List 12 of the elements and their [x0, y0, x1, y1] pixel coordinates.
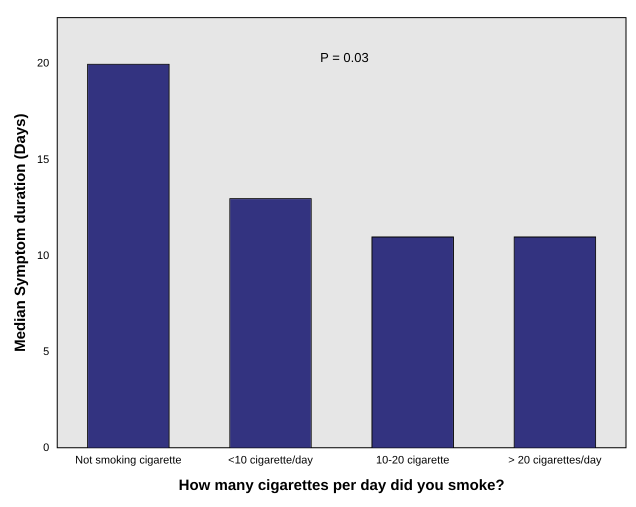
y-tick-label: 20: [36, 58, 50, 70]
x-tick-label: > 20 cigarettes/day: [508, 454, 602, 466]
x-tick-label: 10-20 cigarette: [376, 454, 450, 466]
x-tick-label: Not smoking cigarette: [75, 454, 182, 466]
y-tick-label: 5: [43, 346, 50, 358]
y-tick-label: 15: [36, 154, 50, 166]
y-tick-label: 10: [36, 250, 50, 262]
annotation: P = 0.03: [320, 50, 369, 66]
y-axis-title: Median Symptom duration (Days): [12, 114, 30, 352]
y-tick-label: 0: [43, 442, 50, 454]
x-tick-label: <10 cigarette/day: [228, 454, 314, 466]
x-axis-title: How many cigarettes per day did you smoke?: [178, 477, 505, 494]
